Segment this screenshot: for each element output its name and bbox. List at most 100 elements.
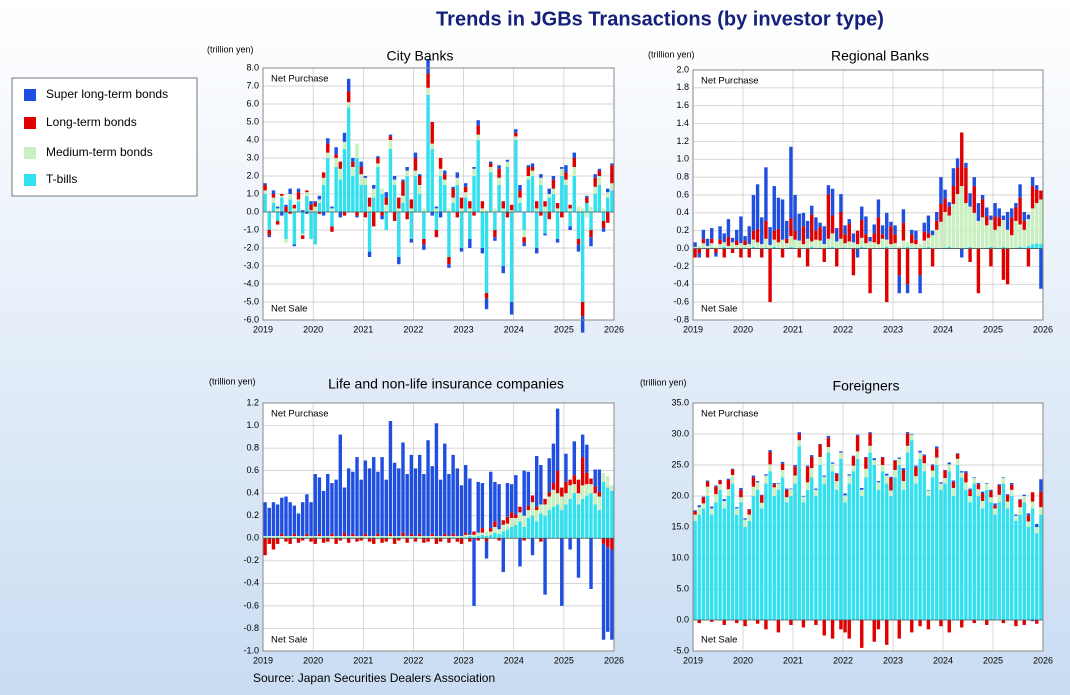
bar-segment <box>275 537 280 539</box>
bar-segment <box>434 206 439 209</box>
bar-segment <box>1026 513 1031 516</box>
bar-segment <box>367 206 372 212</box>
bar-segment <box>722 499 726 501</box>
bar-segment <box>1039 479 1043 492</box>
bar-segment <box>330 226 334 232</box>
bar-segment <box>818 240 822 248</box>
bar-segment <box>417 185 422 194</box>
bar-segment <box>330 533 334 537</box>
y-tick-label: -5.0 <box>673 645 689 655</box>
bar-segment <box>693 514 697 521</box>
bar-segment <box>905 452 910 620</box>
bar-segment <box>489 534 493 539</box>
bar-segment <box>751 230 756 240</box>
bar-segment <box>1039 244 1043 249</box>
bar-segment <box>893 460 897 470</box>
bar-segment <box>271 194 276 198</box>
bar-segment <box>309 212 313 239</box>
bar-segment <box>296 536 301 539</box>
bar-segment <box>876 199 881 218</box>
bar-segment <box>1022 496 1026 503</box>
bar-segment <box>760 502 764 509</box>
bar-segment <box>359 185 363 212</box>
bar-segment <box>939 482 943 484</box>
bar-segment <box>935 220 939 230</box>
bar-segment <box>413 176 418 212</box>
annotation: Net Purchase <box>271 409 329 420</box>
bar-segment <box>968 489 972 496</box>
bar-segment <box>309 536 313 539</box>
bar-segment <box>601 221 606 229</box>
bar-segment <box>313 206 317 212</box>
bar-segment <box>459 485 464 537</box>
bar-segment <box>346 91 351 103</box>
bar-segment <box>697 514 701 620</box>
bar-segment <box>514 136 518 140</box>
bar-segment <box>280 533 284 537</box>
bar-segment <box>476 532 480 537</box>
bar-segment <box>493 527 497 533</box>
bar-segment <box>960 477 964 620</box>
legend-label: Medium-term bonds <box>46 145 153 159</box>
bar-segment <box>980 500 985 509</box>
bar-segment <box>430 149 434 212</box>
bar-segment <box>705 481 710 487</box>
x-tick-label: 2026 <box>1033 655 1053 665</box>
bar-segment <box>710 620 714 622</box>
bar-segment <box>747 248 751 258</box>
bar-segment <box>267 507 271 537</box>
bar-segment <box>793 475 797 484</box>
x-tick-label: 2019 <box>253 655 273 665</box>
bar-segment <box>401 179 405 182</box>
bar-segment <box>296 192 301 200</box>
bar-segment <box>572 441 577 476</box>
bar-segment <box>413 170 418 176</box>
bar-segment <box>930 248 935 267</box>
bar-segment <box>560 176 564 212</box>
bar-segment <box>405 170 409 176</box>
bar-segment <box>860 237 864 247</box>
bar-segment <box>321 177 326 185</box>
bar-segment <box>401 203 405 212</box>
bar-segment <box>747 509 751 510</box>
bar-segment <box>914 483 918 620</box>
y-tick-label: 1.0 <box>246 188 259 198</box>
bar-segment <box>751 477 756 487</box>
bar-segment <box>976 484 981 490</box>
bar-segment <box>772 496 776 620</box>
bar-segment <box>539 465 543 505</box>
y-tick-label: 0.4 <box>676 207 689 217</box>
bar-segment <box>885 212 889 240</box>
y-tick-label: -1.0 <box>243 224 259 234</box>
bar-segment <box>367 197 372 207</box>
bar-segment <box>1001 483 1006 620</box>
bar-segment <box>330 208 334 212</box>
y-tick-label: -0.4 <box>243 578 259 588</box>
bar-segment <box>530 495 535 503</box>
bar-segment <box>597 176 602 185</box>
x-tick-label: 2023 <box>454 655 474 665</box>
bar-segment <box>930 230 935 236</box>
y-tick-label: -0.2 <box>243 555 259 565</box>
bar-segment <box>910 229 914 235</box>
bar-segment <box>718 239 722 245</box>
bar-segment <box>468 208 472 212</box>
bar-segment <box>401 195 405 203</box>
bar-segment <box>701 503 706 509</box>
bar-segment <box>1026 214 1031 220</box>
bar-segment <box>864 457 868 469</box>
bar-segment <box>864 216 868 235</box>
legend-swatch <box>24 89 36 101</box>
y-tick-label: -0.8 <box>673 314 689 324</box>
bar-segment <box>547 458 551 493</box>
bar-segment <box>864 247 868 249</box>
bar-segment <box>1035 527 1039 534</box>
bar-segment <box>468 239 472 248</box>
bar-segment <box>922 222 926 232</box>
bar-segment <box>976 489 981 496</box>
bar-segment <box>747 244 751 249</box>
bar-segment <box>726 496 731 620</box>
bar-segment <box>826 238 831 248</box>
bar-segment <box>380 188 384 194</box>
bar-segment <box>910 620 914 633</box>
